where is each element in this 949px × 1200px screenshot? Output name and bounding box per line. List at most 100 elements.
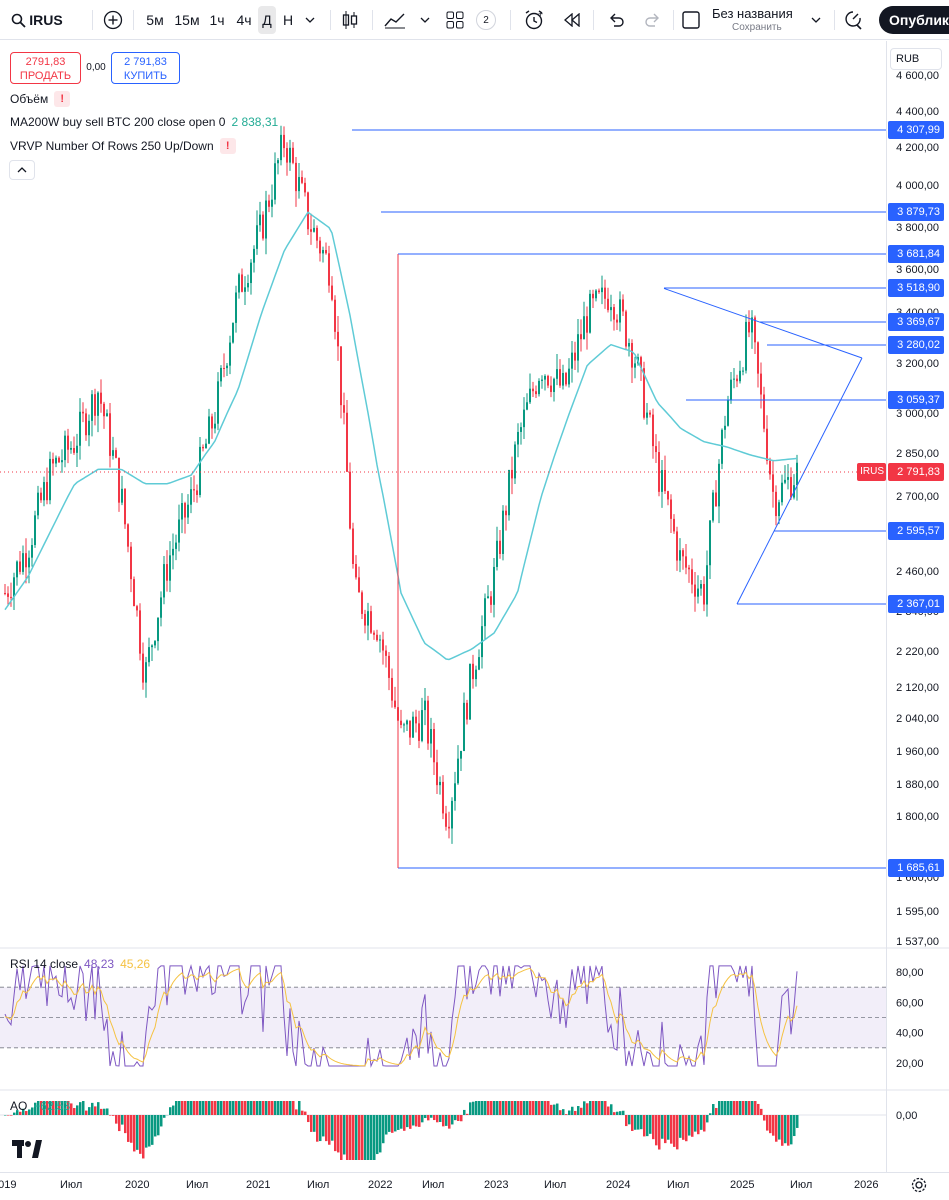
legend-ma[interactable]: MA200W buy sell BTC 200 close open 0 2 8… [10,115,278,129]
redo-icon[interactable] [641,6,665,34]
price-tick: 4 000,00 [896,180,939,192]
price-level-label[interactable]: 3 059,37 [888,391,944,409]
alert-icon[interactable]: + [521,6,547,34]
ao-bar [55,1101,58,1115]
interval-1h[interactable]: 1ч [209,12,225,28]
candle-body [241,274,243,292]
currency-button[interactable]: RUB [890,48,942,70]
candle-body [130,546,132,580]
ao-bar [304,1111,307,1115]
sell-button[interactable]: 2791,83 ПРОДАТЬ [10,52,81,84]
ao-bar [727,1101,730,1115]
ao-bar [43,1101,46,1115]
time-tick: 2026 [854,1179,879,1191]
candle-body [157,617,159,642]
ao-bar [664,1115,667,1144]
price-level-label[interactable]: 3 879,73 [888,203,944,221]
price-level-label[interactable]: 4 307,99 [888,121,944,139]
interval-4h[interactable]: 4ч [236,12,252,28]
ao-bar [112,1115,115,1116]
legend-volume[interactable]: Объём ! [10,91,71,107]
candle-body [97,392,99,416]
chevron-down-icon[interactable] [808,6,824,34]
gear-icon[interactable] [908,1174,930,1196]
legend-rsi[interactable]: RSI 14 close 48,23 45,26 [10,957,150,971]
price-level-label[interactable]: 2 367,01 [888,595,944,613]
trade-panel: 2791,83 ПРОДАТЬ 0,00 2 791,83 КУПИТЬ [10,52,180,84]
ao-bar [598,1101,601,1115]
undo-icon[interactable] [604,6,628,34]
ao-bar [361,1115,364,1160]
candle-body [265,200,267,239]
ao-bar [250,1101,253,1115]
price-level-label[interactable]: 3 369,67 [888,313,944,331]
candle-body [124,488,126,525]
interval-week[interactable]: Н [282,12,294,28]
candle-body [355,563,357,578]
candle-body [268,200,270,207]
ao-bar [565,1114,568,1115]
ao-bar [283,1101,286,1115]
add-symbol-icon[interactable] [100,6,126,34]
legend-ao[interactable]: AO −62,53 [10,1099,70,1113]
price-level-label[interactable]: 2 595,57 [888,522,944,540]
price-level-label[interactable]: 3 518,90 [888,279,944,297]
ao-bar [673,1115,676,1147]
collapse-legend-button[interactable] [9,160,35,180]
tradingview-logo[interactable] [12,1138,42,1164]
chevron-down-icon[interactable] [417,6,433,34]
candle-body [310,229,312,232]
warning-icon[interactable]: ! [219,138,236,154]
ao-bar [607,1106,610,1115]
ma-label: MA200W buy sell BTC 200 close open 0 [10,115,226,129]
chevron-down-icon[interactable] [301,6,319,34]
replay-icon[interactable] [560,6,584,34]
interval-day[interactable]: Д [258,6,276,34]
buy-button[interactable]: 2 791,83 КУПИТЬ [111,52,180,84]
layout-square-icon[interactable] [680,6,702,34]
interval-15m[interactable]: 15м [174,12,200,28]
price-level-label[interactable]: 1 685,61 [888,859,944,877]
candle-body [376,634,378,641]
candle-body [448,826,450,829]
warning-icon[interactable]: ! [54,91,71,107]
search-icon[interactable] [8,6,28,34]
ao-bar [334,1115,337,1152]
ao-bar [445,1115,448,1126]
candle-body [91,394,93,421]
candle-body [769,460,771,475]
candles-icon[interactable] [338,6,362,34]
candle-body [391,677,393,701]
ao-bar [379,1115,382,1153]
candle-body [778,502,780,517]
publish-button[interactable]: Опублико [879,6,949,34]
price-level-label[interactable]: 3 681,84 [888,245,944,263]
ao-bar [460,1115,463,1122]
chevron-up-icon [17,167,27,173]
layout-grid-icon[interactable] [443,6,467,34]
ao-bar [298,1101,301,1115]
ao-bar [100,1108,103,1115]
layouts-count[interactable]: 2 [474,6,498,34]
ao-bar [562,1109,565,1115]
layout-name[interactable]: Без названия Сохранить [712,6,812,34]
candle-body [439,781,441,786]
legend-vrvp[interactable]: VRVP Number Of Rows 250 Up/Down ! [10,138,236,154]
symbol-name[interactable]: IRUS [29,12,63,28]
ao-bar [238,1101,241,1115]
candle-body [280,134,282,161]
ao-bar [715,1107,718,1115]
ao-bar [517,1101,520,1115]
ao-bar [538,1101,541,1115]
candle-body [322,250,324,254]
candle-body [424,700,426,711]
interval-5m[interactable]: 5м [146,12,164,28]
price-level-label[interactable]: 3 280,02 [888,336,944,354]
ao-bar [151,1115,154,1145]
ao-bar [592,1101,595,1115]
quick-search-icon[interactable] [842,6,866,34]
indicators-icon[interactable] [382,6,408,34]
ao-bar [691,1115,694,1137]
time-axis[interactable]: 2019 Июл 2020 Июл 2021 Июл 2022 Июл 2023 Июл 2024 И… [0,1172,949,1200]
